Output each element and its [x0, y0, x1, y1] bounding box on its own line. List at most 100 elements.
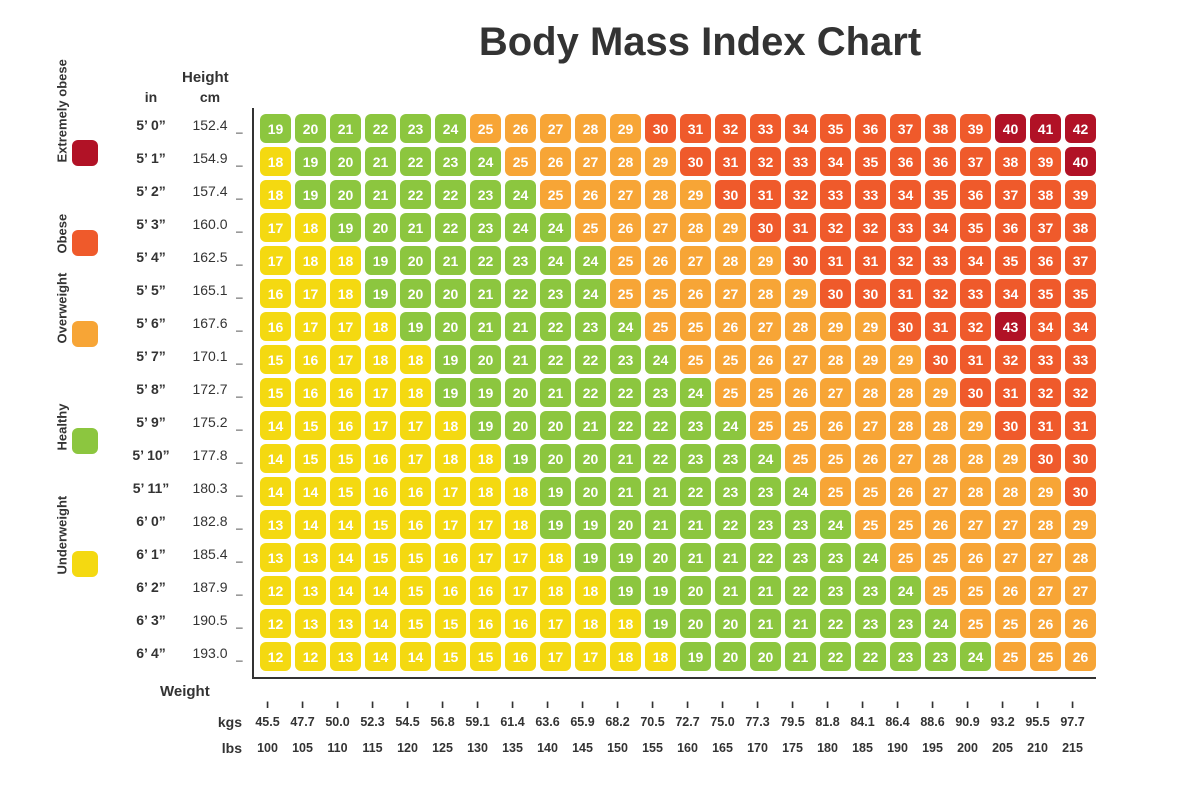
bmi-cell: 18 [330, 246, 361, 275]
bmi-cell: 19 [435, 345, 466, 374]
bmi-cell: 22 [820, 609, 851, 638]
height-cm: 170.1 [182, 348, 238, 364]
bmi-cell: 19 [260, 114, 291, 143]
legend-item-underweight: Underweight [30, 498, 120, 630]
weight-kg: 75.0 [707, 715, 738, 729]
bmi-chart-page: Body Mass Index Chart Extremely obeseObe… [0, 0, 1200, 799]
bmi-cell: 28 [1065, 543, 1096, 572]
bmi-cell: 13 [295, 576, 326, 605]
row-label: 5’ 2”157.4 [120, 174, 252, 207]
bmi-cell: 33 [855, 180, 886, 209]
bmi-cell: 14 [295, 510, 326, 539]
bmi-cell: 31 [995, 378, 1026, 407]
bmi-cell: 27 [925, 477, 956, 506]
bmi-cell: 26 [785, 378, 816, 407]
height-in: 6’ 3” [120, 612, 182, 628]
bmi-cell: 22 [540, 345, 571, 374]
bmi-cell: 30 [890, 312, 921, 341]
bmi-cell: 31 [855, 246, 886, 275]
bmi-cell: 33 [960, 279, 991, 308]
bmi-cell: 15 [435, 609, 466, 638]
bmi-cell: 25 [890, 543, 921, 572]
bmi-cell: 12 [295, 642, 326, 671]
bmi-cell: 23 [890, 642, 921, 671]
bmi-cell: 26 [540, 147, 571, 176]
bmi-cell: 27 [855, 411, 886, 440]
bmi-cell: 24 [715, 411, 746, 440]
bmi-cell: 17 [330, 312, 361, 341]
bmi-cell: 31 [715, 147, 746, 176]
bmi-cell: 17 [365, 378, 396, 407]
bmi-cell: 29 [645, 147, 676, 176]
grid-row: 1516171818192021222223242525262728292930… [260, 343, 1096, 376]
bmi-cell: 26 [1065, 642, 1096, 671]
bmi-cell: 23 [470, 180, 501, 209]
bmi-cell: 16 [470, 576, 501, 605]
bmi-cell: 19 [470, 411, 501, 440]
bmi-cell: 20 [505, 411, 536, 440]
bmi-cell: 28 [925, 444, 956, 473]
bmi-cell: 19 [470, 378, 501, 407]
bmi-cell: 12 [260, 609, 291, 638]
bmi-cell: 13 [330, 642, 361, 671]
unit-cm-label: cm [182, 89, 238, 105]
bmi-cell: 24 [435, 114, 466, 143]
bmi-cell: 34 [925, 213, 956, 242]
bmi-cell: 18 [365, 345, 396, 374]
bmi-cell: 18 [575, 609, 606, 638]
grid-row: 1313141515161717181919202121222323242525… [260, 541, 1096, 574]
legend-label: Healthy [55, 431, 70, 451]
bmi-cell: 24 [505, 213, 536, 242]
bmi-cell: 13 [295, 543, 326, 572]
bmi-cell: 22 [400, 180, 431, 209]
bmi-cell: 20 [645, 543, 676, 572]
height-cm: 162.5 [182, 249, 238, 265]
bmi-cell: 38 [995, 147, 1026, 176]
bmi-cell: 22 [610, 378, 641, 407]
height-cm: 193.0 [182, 645, 238, 661]
bmi-cell: 19 [610, 576, 641, 605]
bmi-cell: 20 [435, 312, 466, 341]
bmi-cell: 24 [925, 609, 956, 638]
bmi-cell: 30 [750, 213, 781, 242]
bmi-cell: 27 [680, 246, 711, 275]
bmi-cell: 20 [400, 246, 431, 275]
bmi-cell: 26 [750, 345, 781, 374]
bmi-cell: 12 [260, 576, 291, 605]
bmi-cell: 35 [855, 147, 886, 176]
bmi-cell: 29 [785, 279, 816, 308]
bmi-cell: 22 [645, 444, 676, 473]
bmi-cell: 22 [645, 411, 676, 440]
bmi-cell: 14 [400, 642, 431, 671]
bmi-cell: 28 [960, 477, 991, 506]
bmi-cell: 28 [645, 180, 676, 209]
bmi-cell: 16 [435, 543, 466, 572]
bmi-cell: 18 [330, 279, 361, 308]
bmi-cell: 29 [855, 345, 886, 374]
grid-row: 1920212223242526272829303132333435363738… [260, 112, 1096, 145]
bmi-cell: 33 [890, 213, 921, 242]
weight-kg: 77.3 [742, 715, 773, 729]
bmi-cell: 24 [890, 576, 921, 605]
height-in: 5’ 7” [120, 348, 182, 364]
bmi-cell: 21 [470, 312, 501, 341]
weight-kg: 61.4 [497, 715, 528, 729]
weight-kg: 50.0 [322, 715, 353, 729]
bmi-cell: 13 [260, 510, 291, 539]
bmi-cell: 25 [925, 543, 956, 572]
bmi-cell: 29 [925, 378, 956, 407]
x-tickmark: ı [357, 700, 388, 708]
legend-label: Overweight [55, 324, 70, 344]
row-label: 5’ 1”154.9 [120, 141, 252, 174]
bmi-cell: 22 [435, 180, 466, 209]
bmi-cell: 28 [890, 411, 921, 440]
bmi-cell: 23 [540, 279, 571, 308]
bmi-cell: 19 [505, 444, 536, 473]
bmi-cell: 23 [715, 477, 746, 506]
bmi-cell: 38 [925, 114, 956, 143]
bmi-cell: 25 [540, 180, 571, 209]
bmi-cell: 16 [260, 279, 291, 308]
axis-weight-label: Weight [120, 683, 1170, 700]
bmi-cell: 18 [260, 147, 291, 176]
row-label: 6’ 1”185.4 [120, 537, 252, 570]
